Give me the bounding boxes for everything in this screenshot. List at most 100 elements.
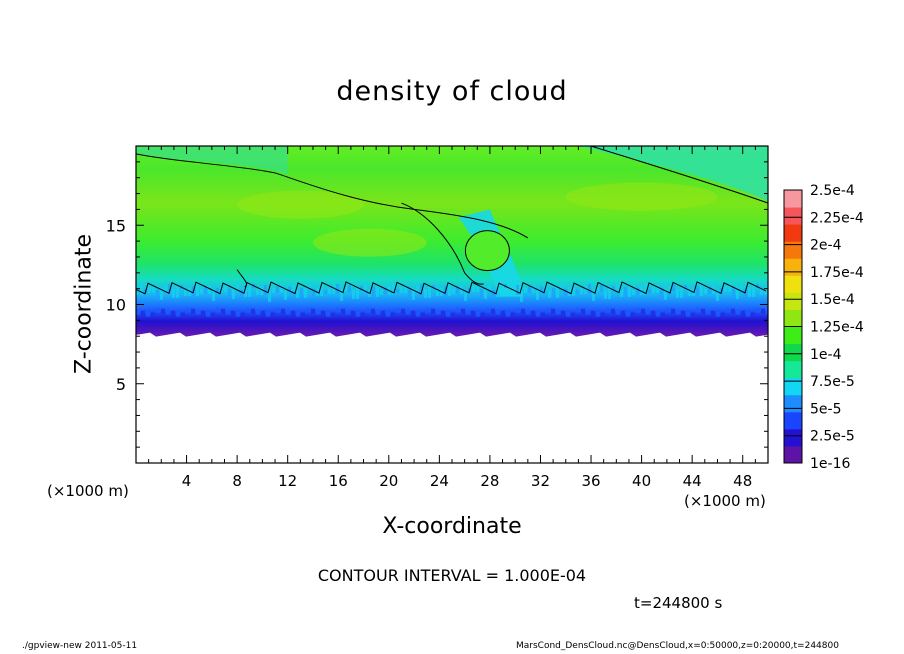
moist-speck — [716, 289, 719, 301]
moist-speck — [676, 288, 679, 298]
dense-speck — [656, 311, 660, 317]
moist-speck — [400, 286, 403, 293]
dense-speck — [531, 310, 535, 316]
moist-speck — [616, 283, 619, 290]
moist-speck — [392, 283, 395, 295]
moist-speck — [264, 284, 267, 295]
dense-speck — [141, 310, 145, 316]
moist-speck — [312, 288, 315, 296]
dense-speck — [241, 312, 245, 318]
contour-plume-head — [464, 230, 510, 272]
upper-left-region — [136, 146, 288, 175]
moist-speck — [216, 287, 219, 292]
moist-speck — [436, 289, 439, 296]
dense-speck — [716, 311, 720, 317]
contour-lower — [136, 281, 767, 295]
dense-speck — [431, 308, 435, 314]
moist-speck — [328, 287, 331, 294]
moist-speck — [760, 288, 763, 295]
moist-speck — [408, 289, 411, 300]
colorbar-swatch — [784, 360, 802, 379]
colorbar-label: 2.25e-4 — [810, 210, 864, 226]
moist-speck — [292, 284, 295, 291]
moist-speck — [156, 289, 159, 300]
contour-interval-label: CONTOUR INTERVAL = 1.000E-04 — [317, 566, 587, 585]
colorbar-swatch — [784, 411, 802, 430]
moist-speck — [196, 283, 199, 296]
moist-speck — [232, 286, 235, 299]
dense-speck — [226, 309, 230, 315]
colorbar-swatch — [784, 326, 802, 345]
moist-speck — [344, 286, 347, 292]
moist-speck — [472, 285, 475, 292]
colorbar-label: 1.5e-4 — [810, 292, 855, 308]
dense-speck — [516, 307, 520, 313]
dense-speck — [406, 309, 410, 315]
y-axis-label: Z-coordinate — [71, 234, 97, 374]
dense-speck — [581, 308, 585, 314]
dense-speck — [306, 307, 310, 313]
dense-speck — [171, 310, 175, 316]
moist-speck — [740, 284, 743, 290]
moist-speck — [172, 288, 175, 298]
moist-speck — [204, 286, 207, 294]
moist-speck — [636, 287, 639, 295]
contour-upper — [136, 153, 529, 239]
dense-speck — [746, 311, 750, 317]
dense-speck — [666, 307, 670, 313]
dense-speck — [426, 307, 430, 313]
dense-speck — [351, 310, 355, 316]
moist-speck — [576, 289, 579, 294]
moist-speck — [456, 286, 459, 294]
dense-speck — [706, 309, 710, 315]
bright-band — [565, 182, 718, 211]
moist-speck — [640, 285, 643, 295]
footer-left: ./gpview-new 2011-05-11 — [22, 641, 138, 651]
colorbar-swatch — [784, 394, 802, 413]
dense-speck — [621, 310, 625, 316]
colorbar-swatch — [784, 445, 802, 464]
moist-speck — [488, 284, 491, 290]
upper-region — [578, 146, 768, 202]
moist-speck — [248, 285, 251, 297]
colorbar-label: 7.5e-5 — [810, 374, 855, 390]
moist-speck — [548, 289, 551, 298]
dense-speck — [301, 312, 305, 318]
x-tick-label: 32 — [531, 472, 550, 490]
moist-speck — [356, 287, 359, 299]
dense-speck — [266, 311, 270, 317]
dense-speck — [181, 312, 185, 318]
dense-speck — [326, 311, 330, 317]
dense-speck — [256, 309, 260, 315]
colorbar-swatch — [784, 377, 802, 396]
moist-speck — [496, 287, 499, 297]
dense-speck — [766, 309, 768, 315]
moist-speck — [672, 283, 675, 291]
colorbar-swatch — [784, 275, 802, 293]
moist-speck — [324, 289, 327, 294]
dense-speck — [246, 307, 250, 313]
moist-speck — [372, 286, 375, 297]
x-unit-label-right: (×1000 m) — [684, 492, 766, 510]
dense-speck — [331, 312, 335, 318]
moist-speck — [364, 283, 367, 290]
moist-speck — [300, 287, 303, 298]
dense-speck — [356, 311, 360, 317]
moist-speck — [580, 287, 583, 294]
colorbar-swatch — [784, 207, 802, 225]
moist-speck — [168, 283, 171, 291]
moist-speck — [304, 285, 307, 298]
x-tick-label: 44 — [683, 472, 702, 490]
dense-speck — [411, 310, 415, 316]
x-tick-label: 40 — [632, 472, 651, 490]
cloud-body — [136, 146, 768, 337]
x-tick-label: 4 — [182, 472, 192, 490]
moist-speck — [584, 285, 587, 294]
moist-speck — [224, 283, 227, 292]
dense-speck — [276, 307, 280, 313]
dense-speck — [231, 310, 235, 316]
dense-speck — [261, 310, 265, 316]
chart-title: density of cloud — [336, 76, 568, 107]
dense-speck — [346, 309, 350, 315]
dense-speck — [216, 307, 220, 313]
